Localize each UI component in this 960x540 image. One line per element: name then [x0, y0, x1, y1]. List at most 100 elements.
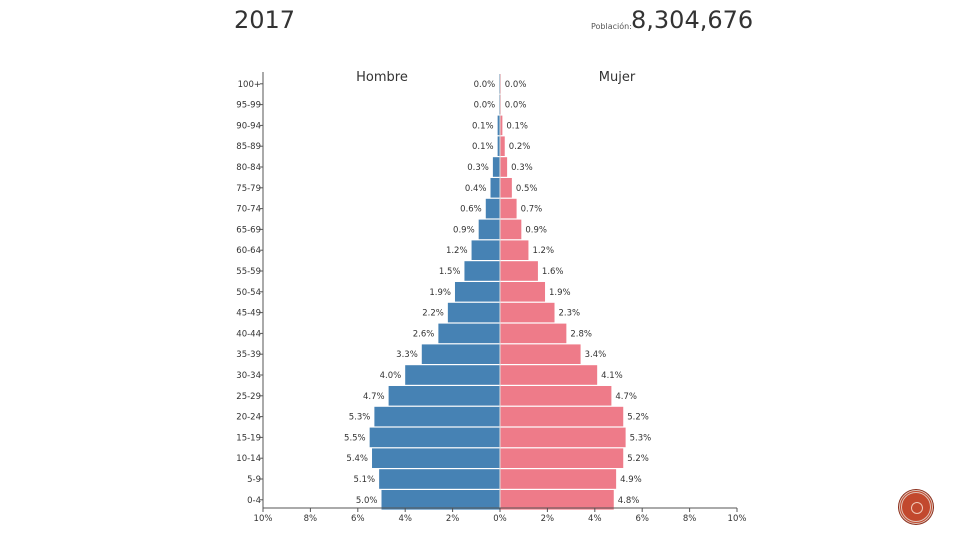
x-tick-label: 8%	[304, 514, 318, 524]
y-tick-30-34: 30-34	[236, 371, 261, 381]
x-tick-label: 2%	[446, 514, 460, 524]
legend-mujer: Mujer	[599, 70, 636, 85]
label-hombre-95-99: 0.0%	[474, 101, 496, 111]
bar-hombre-25-29	[388, 386, 500, 406]
legend-hombre: Hombre	[356, 70, 408, 85]
bar-mujer-50-54	[500, 282, 546, 302]
y-tick-65-69: 65-69	[236, 225, 261, 235]
label-mujer-45-49: 2.3%	[559, 309, 581, 319]
bar-mujer-60-64	[500, 240, 529, 260]
y-tick-55-59: 55-59	[236, 267, 261, 277]
bar-mujer-25-29	[500, 386, 612, 406]
bar-mujer-90-94	[500, 115, 503, 136]
label-hombre-80-84: 0.3%	[467, 163, 489, 173]
label-mujer-50-54: 1.9%	[549, 288, 571, 298]
x-axis: 10% 8% 6% 4% 2% 0% 2% 4% 6% 8% 10%	[254, 507, 747, 524]
label-hombre-90-94: 0.1%	[472, 121, 494, 131]
bar-hombre-90-94	[497, 115, 500, 136]
x-tick-label: 8%	[683, 514, 697, 524]
y-tick-60-64: 60-64	[236, 246, 261, 256]
label-mujer-100+: 0.0%	[505, 80, 527, 90]
x-tick-label: 4%	[398, 514, 412, 524]
y-tick-75-79: 75-79	[236, 184, 261, 194]
label-mujer-65-69: 0.9%	[525, 225, 547, 235]
label-mujer-30-34: 4.1%	[601, 371, 623, 381]
y-tick-10-14: 10-14	[236, 454, 261, 464]
label-mujer-20-24: 5.2%	[627, 413, 649, 423]
label-mujer-75-79: 0.5%	[516, 184, 538, 194]
x-tick-label: 6%	[635, 514, 649, 524]
population-label: Población:	[591, 22, 632, 31]
bar-hombre-80-84	[492, 157, 500, 177]
bar-mujer-55-59	[500, 261, 538, 281]
x-tick-label: 2%	[541, 514, 555, 524]
bar-hombre-40-44	[438, 323, 500, 344]
label-hombre-45-49: 2.2%	[422, 309, 444, 319]
label-hombre-65-69: 0.9%	[453, 225, 475, 235]
bar-hombre-45-49	[447, 302, 500, 323]
bar-hombre-70-74	[485, 198, 500, 219]
y-tick-50-54: 50-54	[236, 288, 261, 298]
label-hombre-40-44: 2.6%	[413, 329, 435, 339]
y-tick-80-84: 80-84	[236, 163, 261, 173]
label-mujer-40-44: 2.8%	[570, 329, 592, 339]
y-tick-35-39: 35-39	[236, 350, 261, 360]
bar-mujer-70-74	[500, 198, 517, 219]
label-hombre-60-64: 1.2%	[446, 246, 468, 256]
bar-mujer-45-49	[500, 302, 555, 323]
x-tick-label: 10%	[728, 514, 747, 524]
label-hombre-20-24: 5.3%	[349, 413, 371, 423]
y-tick-0-4: 0-4	[247, 496, 261, 506]
label-hombre-100+: 0.0%	[474, 80, 496, 90]
y-tick-25-29: 25-29	[236, 392, 261, 402]
x-tick-label: 0%	[493, 514, 507, 524]
label-mujer-80-84: 0.3%	[511, 163, 533, 173]
y-tick-85-89: 85-89	[236, 142, 261, 152]
bar-mujer-15-19	[500, 427, 626, 448]
y-axis: 100+ 95-99 90-94 85-89 80-84 75-79 70-74 65-69 6…	[236, 72, 264, 508]
label-mujer-35-39: 3.4%	[585, 350, 607, 360]
bar-mujer-75-79	[500, 178, 512, 198]
bar-hombre-10-14	[372, 448, 500, 468]
year-title: 2017	[234, 6, 296, 34]
bar-hombre-85-89	[497, 136, 500, 156]
label-mujer-90-94: 0.1%	[506, 121, 528, 131]
y-tick-100+: 100+	[238, 80, 261, 90]
label-mujer-25-29: 4.7%	[615, 392, 637, 402]
population-value: 8,304,676	[631, 6, 754, 34]
label-mujer-15-19: 5.3%	[630, 433, 652, 443]
y-tick-40-44: 40-44	[236, 329, 261, 339]
bar-mujer-40-44	[500, 323, 567, 344]
label-mujer-0-4: 4.8%	[618, 496, 640, 506]
value-labels-group: 0.0% 0.0% 0.0% 0.0% 0.1% 0.1% 0.1% 0.2% 0.3% 0.3%…	[344, 80, 651, 506]
label-mujer-70-74: 0.7%	[521, 205, 543, 215]
label-mujer-5-9: 4.9%	[620, 475, 642, 485]
bar-hombre-75-79	[490, 178, 500, 198]
bar-hombre-60-64	[471, 240, 500, 260]
label-hombre-70-74: 0.6%	[460, 205, 482, 215]
bar-hombre-35-39	[421, 344, 500, 364]
bar-hombre-5-9	[379, 469, 500, 489]
bar-mujer-20-24	[500, 406, 624, 427]
label-mujer-55-59: 1.6%	[542, 267, 564, 277]
logo-seal-icon	[899, 490, 933, 524]
label-hombre-75-79: 0.4%	[465, 184, 487, 194]
label-mujer-60-64: 1.2%	[532, 246, 554, 256]
label-mujer-10-14: 5.2%	[627, 454, 649, 464]
bar-mujer-10-14	[500, 448, 624, 468]
bar-hombre-20-24	[374, 406, 500, 427]
bar-hombre-0-4	[381, 490, 500, 510]
label-hombre-10-14: 5.4%	[346, 454, 368, 464]
x-tick-label: 10%	[254, 514, 273, 524]
bar-mujer-65-69	[500, 219, 522, 240]
bar-mujer-35-39	[500, 344, 581, 364]
label-mujer-95-99: 0.0%	[505, 101, 527, 111]
bar-hombre-55-59	[464, 261, 500, 281]
label-hombre-30-34: 4.0%	[380, 371, 402, 381]
bars-group	[369, 74, 626, 510]
x-tick-label: 6%	[351, 514, 365, 524]
bar-hombre-50-54	[454, 282, 500, 302]
y-tick-5-9: 5-9	[247, 475, 261, 485]
label-hombre-55-59: 1.5%	[439, 267, 461, 277]
